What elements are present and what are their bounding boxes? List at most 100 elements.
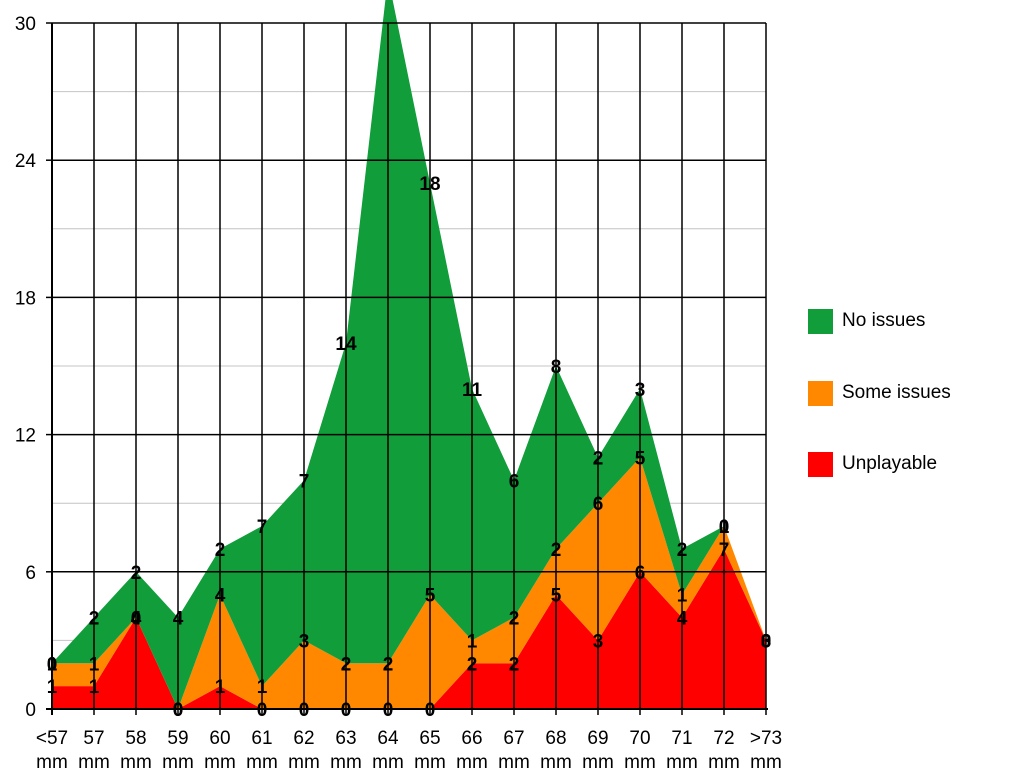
legend-item-unplayable[interactable]: Unplayable [808, 451, 937, 477]
data-label: 2 [551, 540, 562, 561]
data-label: 0 [47, 654, 58, 675]
data-label: 1 [719, 517, 730, 538]
x-tick-label: 62 [293, 728, 314, 749]
data-label: 3 [635, 380, 646, 401]
x-tick-unit-label: mm [708, 752, 740, 773]
x-tick-unit-label: mm [288, 752, 320, 773]
data-label: 0 [425, 700, 436, 721]
x-tick-unit-label: mm [666, 752, 698, 773]
area-unplayable [52, 548, 766, 709]
data-label: 2 [215, 540, 226, 561]
x-tick-unit-label: mm [456, 752, 488, 773]
data-label: 2 [509, 654, 520, 675]
x-tick-label: 70 [629, 728, 650, 749]
y-tick-label: 30 [15, 14, 36, 35]
data-label: 1 [677, 586, 688, 607]
x-tick-label: 63 [335, 728, 356, 749]
data-label: 6 [635, 563, 646, 584]
y-tick-label: 24 [15, 151, 37, 172]
data-label: 2 [89, 609, 100, 630]
data-label: 0 [299, 700, 310, 721]
data-label: 2 [341, 654, 352, 675]
data-label: 0 [173, 700, 184, 721]
x-tick-label: 71 [671, 728, 692, 749]
data-label: 18 [419, 174, 440, 195]
data-label: 3 [299, 631, 310, 652]
legend-swatch-unplayable [808, 451, 833, 477]
data-label: 1 [89, 677, 100, 698]
area-no-issues [52, 0, 766, 709]
data-label: 0 [341, 700, 352, 721]
x-tick-unit-label: mm [246, 752, 278, 773]
data-label: 6 [509, 471, 520, 492]
x-tick-unit-label: mm [330, 752, 362, 773]
x-tick-label: 59 [167, 728, 188, 749]
data-label: 4 [215, 586, 226, 607]
y-tick-label: 12 [15, 426, 36, 447]
x-tick-label: 60 [209, 728, 230, 749]
data-label: 4 [677, 609, 688, 630]
data-label: 11 [462, 380, 483, 401]
legend-item-some-issues[interactable]: Some issues [808, 380, 951, 406]
y-tick-label: 18 [15, 288, 36, 309]
x-tick-unit-label: mm [540, 752, 572, 773]
x-tick-label: 61 [251, 728, 272, 749]
data-label: 7 [257, 517, 268, 538]
data-label: 4 [131, 609, 142, 630]
data-label: 0 [383, 700, 394, 721]
data-label: 1 [47, 654, 58, 675]
legend-label-no-issues: No issues [842, 310, 926, 331]
x-tick-unit-label: mm [624, 752, 656, 773]
area-some-issues [52, 457, 766, 709]
x-tick-label: 67 [503, 728, 524, 749]
x-tick-unit-label: mm [120, 752, 152, 773]
x-tick-unit-label: mm [162, 752, 194, 773]
x-tick-unit-label: mm [582, 752, 614, 773]
x-tick-unit-label: mm [750, 752, 782, 773]
x-tick-unit-label: mm [372, 752, 404, 773]
legend-label-some-issues: Some issues [842, 382, 951, 403]
legend-label-unplayable: Unplayable [842, 453, 938, 474]
data-label: 3 [593, 631, 604, 652]
legend-item-no-issues[interactable]: No issues [808, 308, 925, 334]
data-label: 2 [677, 540, 688, 561]
data-label: 2 [509, 609, 520, 630]
axes [46, 22, 768, 715]
data-label: 14 [335, 334, 357, 355]
data-label: 1 [89, 654, 100, 675]
x-tick-label: 72 [713, 728, 734, 749]
x-tick-label: 68 [545, 728, 566, 749]
data-label: 1 [467, 631, 478, 652]
data-label: 3 [761, 631, 772, 652]
y-tick-label: 6 [25, 563, 36, 584]
data-label: 0 [761, 631, 772, 652]
legend-swatch-no-issues [808, 308, 833, 334]
data-label: 5 [425, 586, 436, 607]
data-label: 2 [383, 654, 394, 675]
y-tick-label: 0 [25, 700, 36, 721]
x-tick-unit-label: mm [204, 752, 236, 773]
data-label: 4 [173, 609, 184, 630]
x-tick-unit-label: mm [36, 752, 68, 773]
x-tick-label: 69 [587, 728, 608, 749]
x-tick-unit-label: mm [78, 752, 110, 773]
data-label: 1 [47, 677, 58, 698]
x-tick-unit-label: mm [498, 752, 530, 773]
data-label: 7 [719, 540, 730, 561]
x-tick-label: 58 [125, 728, 146, 749]
x-tick-unit-label: mm [414, 752, 446, 773]
data-label: 0 [761, 631, 772, 652]
data-label: 1 [215, 677, 226, 698]
data-label: 5 [551, 586, 562, 607]
y-axis-ticks: 0 6 12 18 24 30 [15, 14, 37, 721]
x-tick-label: 57 [83, 728, 104, 749]
x-tick-label: 65 [419, 728, 440, 749]
legend-swatch-some-issues [808, 380, 833, 406]
x-tick-label: 64 [377, 728, 399, 749]
data-label: 2 [593, 448, 604, 469]
data-label: 5 [635, 448, 646, 469]
data-label: 0 [719, 517, 730, 538]
x-tick-label: >73 [750, 728, 782, 749]
data-label: 7 [299, 471, 310, 492]
